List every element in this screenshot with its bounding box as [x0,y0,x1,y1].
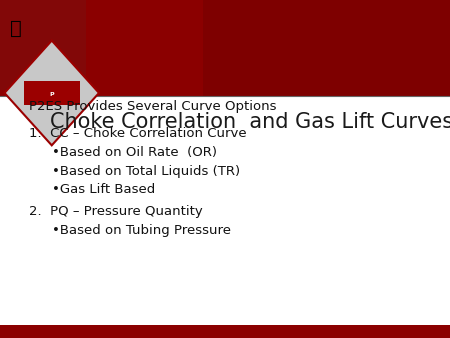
Text: 1.  CC – Choke Correlation Curve: 1. CC – Choke Correlation Curve [29,127,247,140]
Text: •Based on Tubing Pressure: •Based on Tubing Pressure [52,224,231,237]
Text: •Based on Total Liquids (TR): •Based on Total Liquids (TR) [52,165,240,178]
Bar [202,0,450,96]
Bar [0,0,450,96]
Text: •Based on Oil Rate  (OR): •Based on Oil Rate (OR) [52,146,217,159]
Polygon shape [4,41,99,145]
Text: P: P [50,92,54,97]
Text: •Gas Lift Based: •Gas Lift Based [52,184,155,196]
Bar [0,0,86,90]
Text: Choke Correlation  and Gas Lift Curves: Choke Correlation and Gas Lift Curves [50,112,450,132]
Bar [0,325,450,338]
Bar [24,81,80,105]
Text: 2.  PQ – Pressure Quantity: 2. PQ – Pressure Quantity [29,205,203,218]
Text: P2ES Provides Several Curve Options: P2ES Provides Several Curve Options [29,100,277,113]
Text: 🌴: 🌴 [10,19,22,39]
